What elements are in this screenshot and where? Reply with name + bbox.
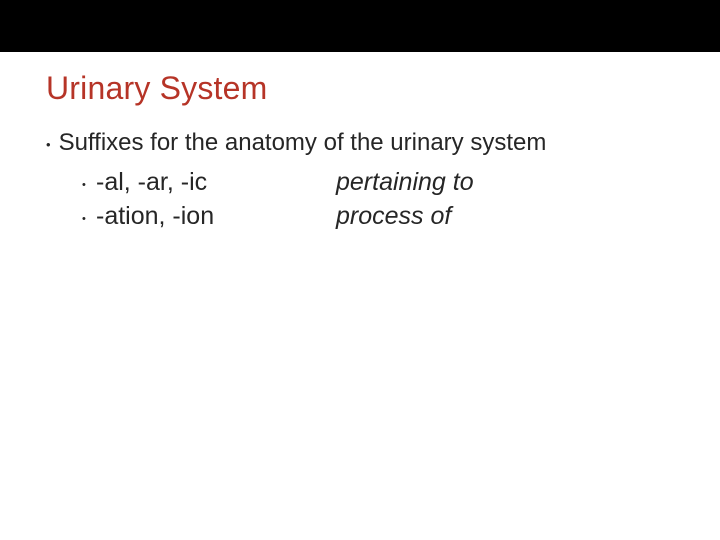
bullet-icon: • [82, 201, 90, 234]
suffix-text: -al, -ar, -ic [96, 167, 336, 197]
bullet-icon: • [46, 129, 51, 159]
meaning-text: pertaining to [336, 167, 474, 197]
list-item: • -al, -ar, -ic pertaining to [82, 167, 674, 200]
meaning-text: process of [336, 201, 451, 231]
slide-title: Urinary System [46, 70, 674, 107]
intro-text: Suffixes for the anatomy of the urinary … [59, 129, 547, 157]
bullet-icon: • [82, 167, 90, 200]
suffix-list: • -al, -ar, -ic pertaining to • -ation, … [82, 167, 674, 234]
intro-line: • Suffixes for the anatomy of the urinar… [46, 129, 674, 159]
list-item: • -ation, -ion process of [82, 201, 674, 234]
slide-body: Urinary System • Suffixes for the anatom… [0, 52, 720, 234]
suffix-text: -ation, -ion [96, 201, 336, 231]
top-bar [0, 0, 720, 52]
